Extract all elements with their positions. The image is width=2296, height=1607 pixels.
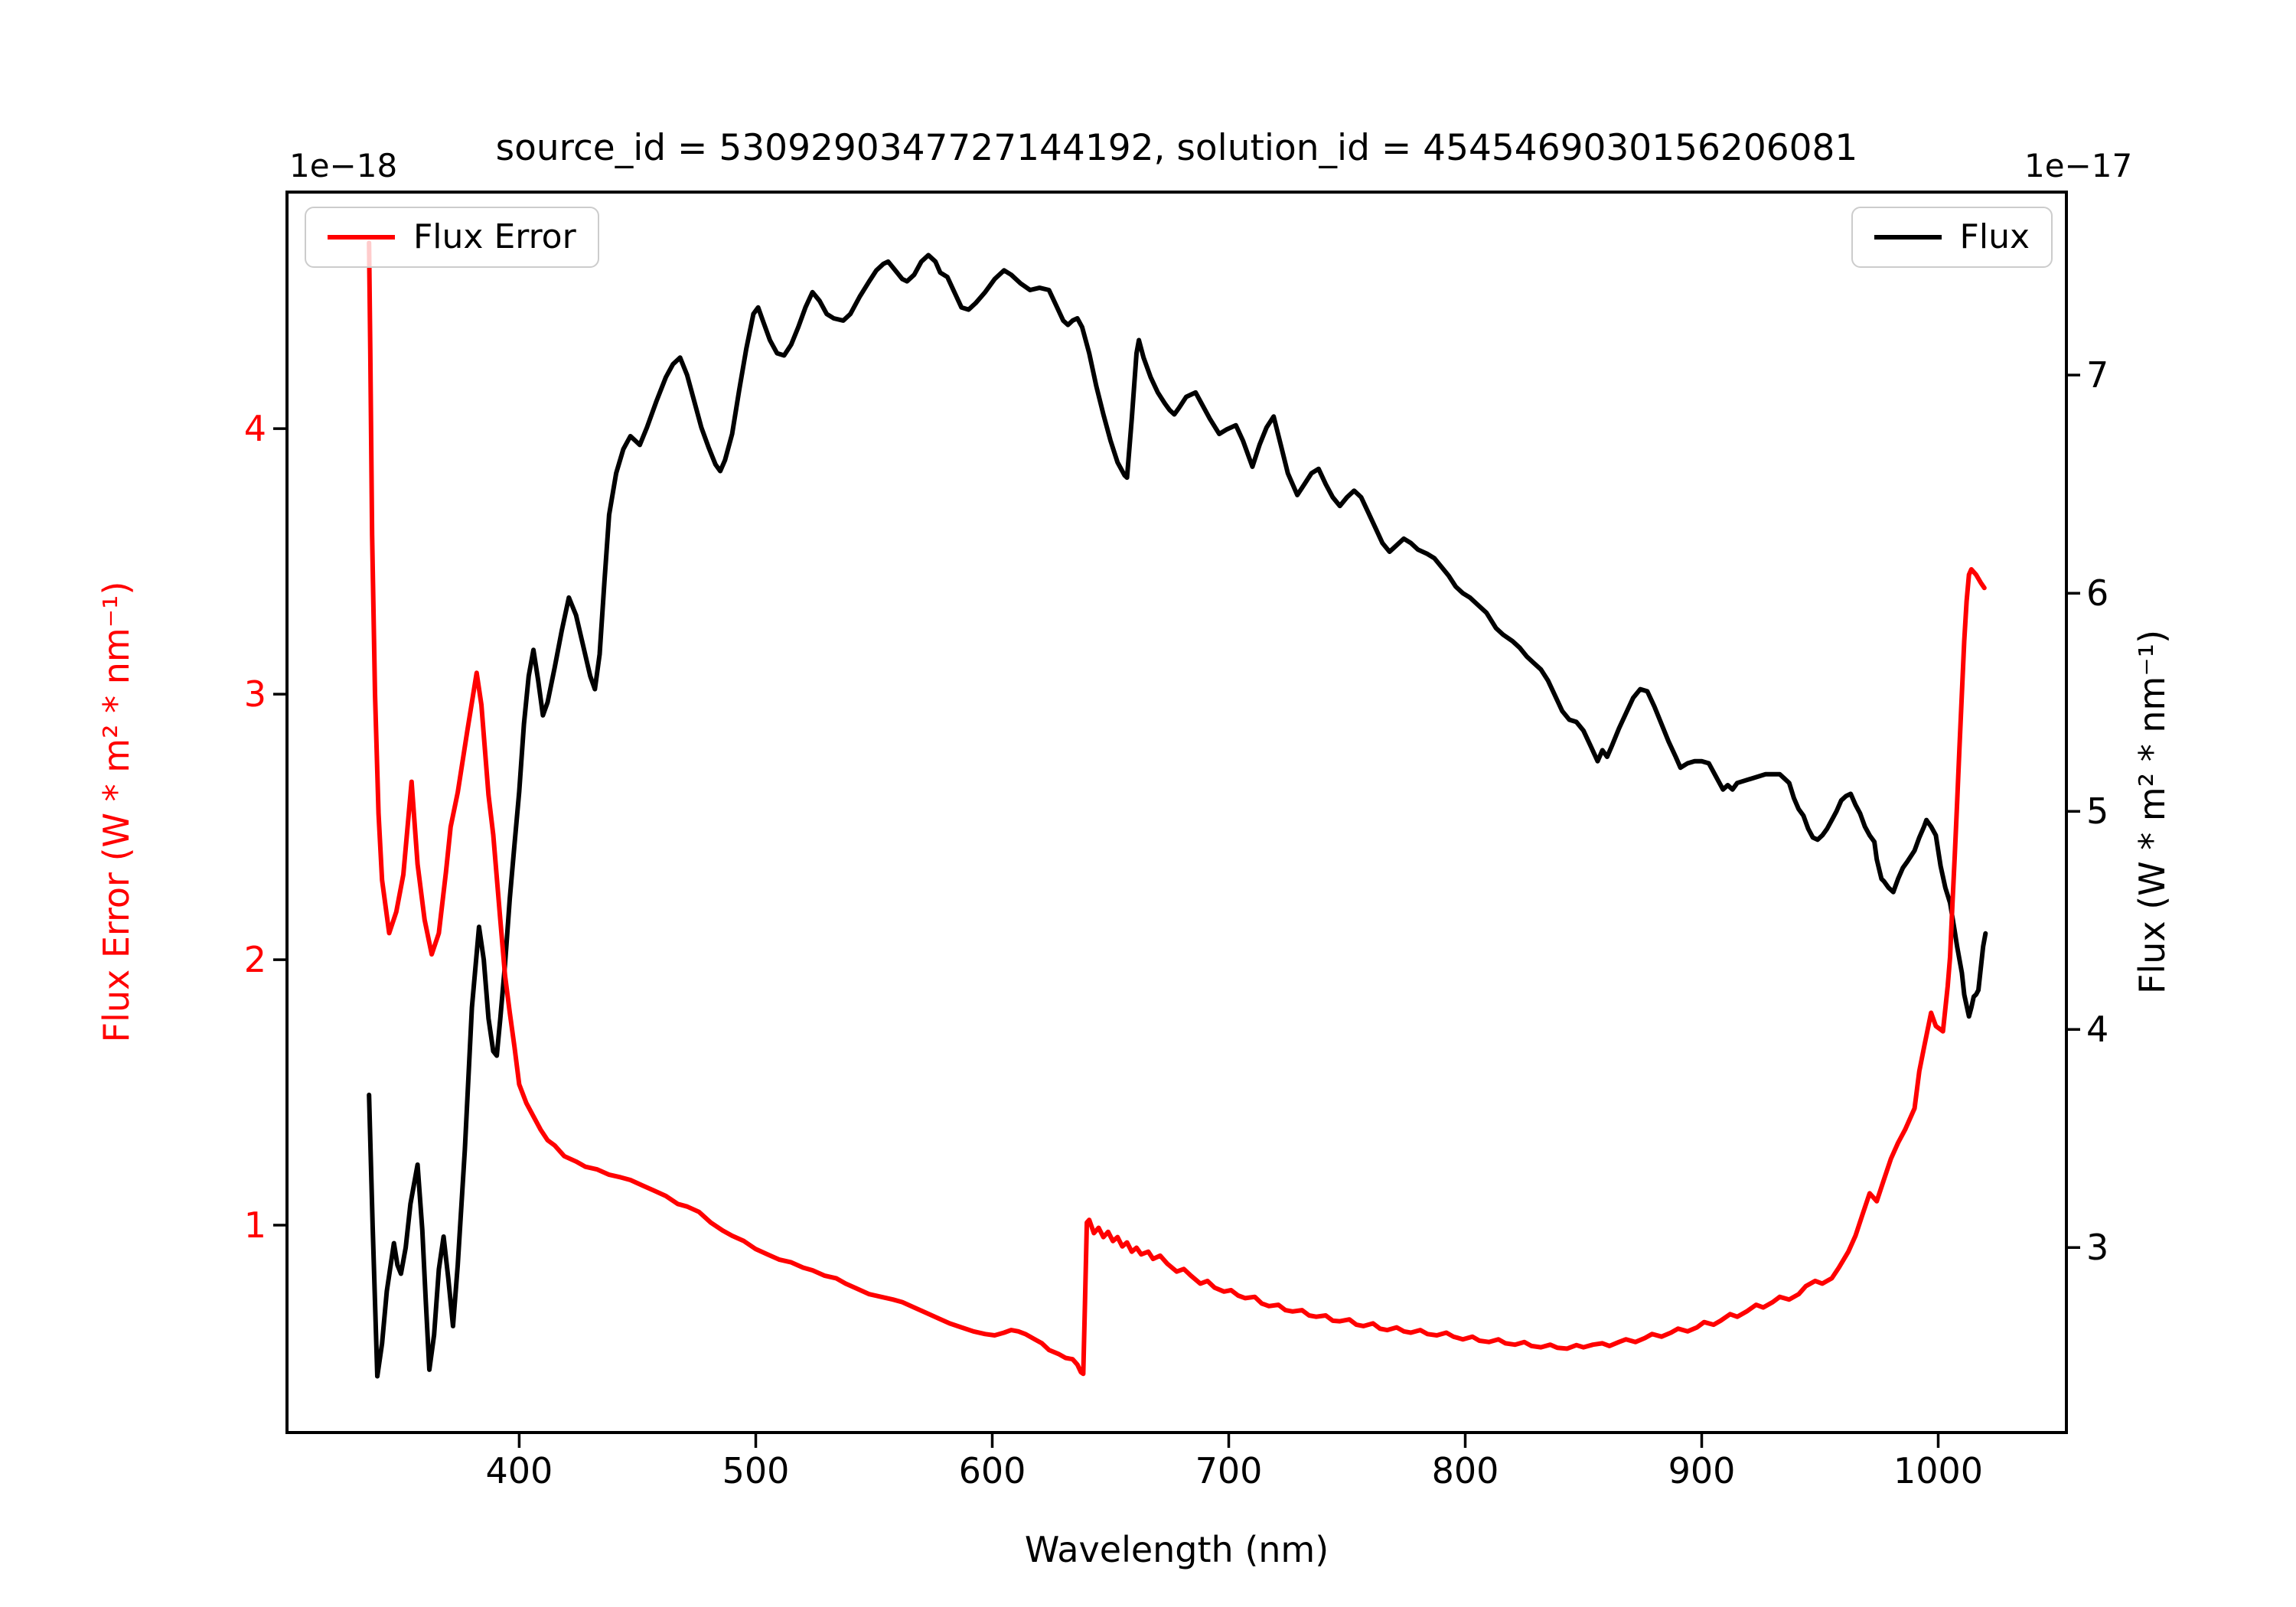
flux-line-swatch: [1874, 235, 1942, 240]
x-tick-label: 600: [958, 1450, 1026, 1491]
x-tick-label: 400: [485, 1450, 553, 1491]
axes-spines: [285, 191, 2068, 1434]
y-tick-label-right: 7: [2086, 354, 2109, 396]
x-tick-label: 1000: [1893, 1450, 1984, 1491]
x-axis-label: Wavelength (nm): [1024, 1529, 1329, 1570]
y-axis-offset-left: 1e−18: [289, 147, 398, 184]
y-tick-label-right: 5: [2086, 790, 2109, 833]
legend-flux-label: Flux: [1959, 217, 2030, 256]
y-tick-label-left: 4: [243, 408, 266, 450]
y-tick-label-right: 3: [2086, 1227, 2109, 1269]
flux-error-line: [367, 240, 1987, 1377]
legend-flux: Flux: [1851, 207, 2053, 268]
y-tick-label-right: 4: [2086, 1009, 2109, 1051]
y-axis-offset-right: 1e−17: [2024, 147, 2133, 184]
legend-flux-error: Flux Error: [305, 207, 599, 268]
y-tick-label-left: 2: [243, 939, 266, 981]
y-tick-label-left: 1: [243, 1204, 266, 1247]
y-tick-label-right: 6: [2086, 572, 2109, 614]
flux-line: [367, 253, 1988, 1379]
flux-error-line-swatch: [328, 235, 395, 240]
x-tick-label: 500: [722, 1450, 790, 1491]
legend-flux-error-label: Flux Error: [413, 217, 576, 256]
x-tick-label: 900: [1668, 1450, 1736, 1491]
x-tick-label: 700: [1195, 1450, 1263, 1491]
x-tick-label: 800: [1431, 1450, 1499, 1491]
y-tick-label-left: 3: [243, 673, 266, 715]
page-title: source_id = 5309290347727144192, solutio…: [495, 127, 1858, 169]
